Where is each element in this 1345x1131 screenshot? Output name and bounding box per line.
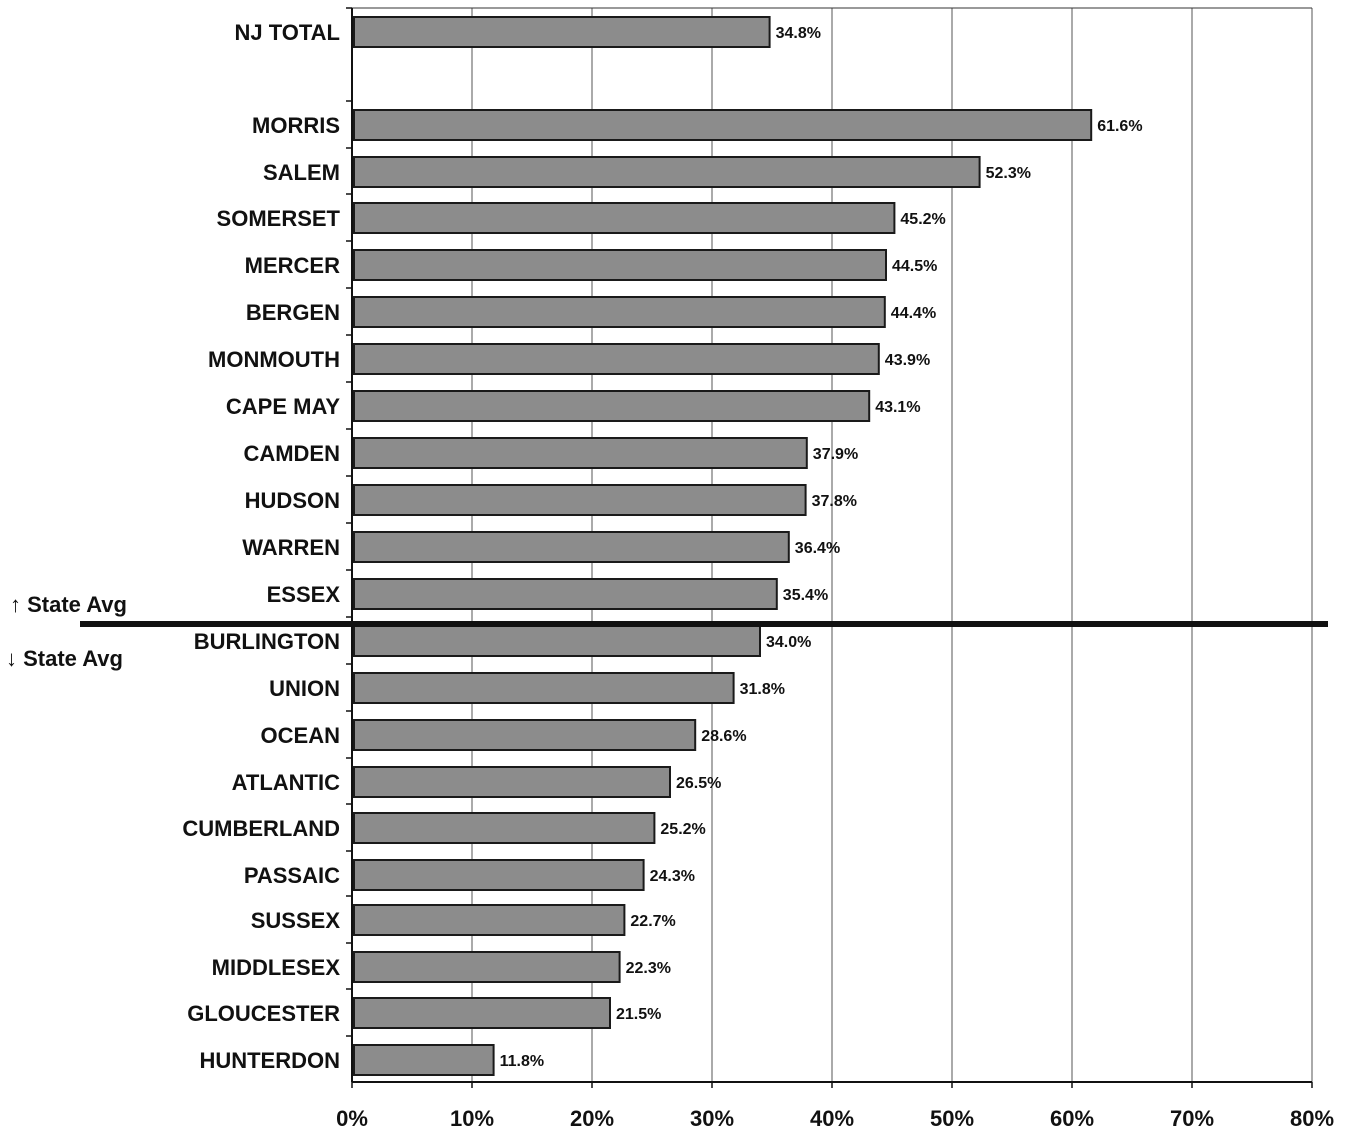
state-avg-below-label: ↓ State Avg <box>6 646 123 671</box>
category-label: PASSAIC <box>244 863 340 888</box>
bar <box>353 997 611 1029</box>
data-label: 61.6% <box>1097 118 1142 135</box>
bar <box>353 202 896 234</box>
data-label: 44.4% <box>891 305 936 322</box>
category-label: BERGEN <box>246 300 340 325</box>
data-label: 37.9% <box>813 446 858 463</box>
bar <box>353 343 880 375</box>
data-label: 22.3% <box>626 960 671 977</box>
category-label: NJ TOTAL <box>234 20 340 45</box>
category-label: GLOUCESTER <box>187 1001 340 1026</box>
category-label: CAMDEN <box>243 441 340 466</box>
data-label: 25.2% <box>660 821 705 838</box>
category-label: BURLINGTON <box>194 629 340 654</box>
bars <box>353 16 1093 1076</box>
x-tick-label: 10% <box>450 1106 494 1131</box>
bar <box>353 156 981 188</box>
bar <box>353 1044 495 1076</box>
data-label: 35.4% <box>783 587 828 604</box>
category-label: MONMOUTH <box>208 347 340 372</box>
category-label: ATLANTIC <box>232 770 340 795</box>
state-avg-above-label: ↑ State Avg <box>10 592 127 617</box>
data-label: 34.0% <box>766 634 811 651</box>
category-label: SALEM <box>263 160 340 185</box>
data-label: 44.5% <box>892 258 937 275</box>
x-tick-label: 60% <box>1050 1106 1094 1131</box>
bar <box>353 812 656 844</box>
category-label: MORRIS <box>252 113 340 138</box>
data-label: 43.1% <box>875 399 920 416</box>
bar <box>353 16 771 48</box>
bar <box>353 578 778 610</box>
bar <box>353 951 621 983</box>
category-label: MERCER <box>245 253 340 278</box>
x-tick-label: 50% <box>930 1106 974 1131</box>
data-label: 26.5% <box>676 775 721 792</box>
category-label: OCEAN <box>261 723 340 748</box>
data-label: 31.8% <box>740 681 785 698</box>
category-label: WARREN <box>242 535 340 560</box>
category-label: UNION <box>269 676 340 701</box>
category-label: CUMBERLAND <box>182 816 340 841</box>
bar <box>353 904 626 936</box>
data-label: 34.8% <box>776 25 821 42</box>
data-label: 36.4% <box>795 540 840 557</box>
category-label: HUDSON <box>245 488 340 513</box>
x-tick-label: 40% <box>810 1106 854 1131</box>
bar <box>353 859 645 891</box>
data-label: 37.8% <box>812 493 857 510</box>
category-label: SUSSEX <box>251 908 341 933</box>
bar <box>353 719 697 751</box>
category-label: HUNTERDON <box>199 1048 340 1073</box>
x-tick-label: 80% <box>1290 1106 1334 1131</box>
data-label: 24.3% <box>650 868 695 885</box>
x-tick-label: 30% <box>690 1106 734 1131</box>
data-label: 28.6% <box>701 728 746 745</box>
bar <box>353 390 871 422</box>
bar <box>353 672 735 704</box>
x-tick-label: 20% <box>570 1106 614 1131</box>
category-label: SOMERSET <box>217 206 341 231</box>
bar <box>353 766 671 798</box>
bar <box>353 296 886 328</box>
data-label: 45.2% <box>900 211 945 228</box>
bar <box>353 531 790 563</box>
axes: 0% 10% 20% 30% 40% 50% 60% 70% 80% <box>336 7 1334 1131</box>
bar <box>353 484 807 516</box>
data-label: 43.9% <box>885 352 930 369</box>
category-label: ESSEX <box>267 582 341 607</box>
bar <box>353 249 887 281</box>
data-label: 22.7% <box>630 913 675 930</box>
labels: NJ TOTAL 34.8% MORRIS 61.6% SALEM 52.3% SOMERS… <box>182 20 1142 1073</box>
data-label: 11.8% <box>500 1053 544 1070</box>
bar <box>353 437 808 469</box>
category-label: MIDDLESEX <box>212 955 341 980</box>
bar <box>353 625 761 657</box>
x-tick-label: 70% <box>1170 1106 1214 1131</box>
data-label: 52.3% <box>986 165 1031 182</box>
x-tick-label: 0% <box>336 1106 368 1131</box>
bar <box>353 109 1093 141</box>
data-label: 21.5% <box>616 1006 661 1023</box>
category-label: CAPE MAY <box>226 394 340 419</box>
